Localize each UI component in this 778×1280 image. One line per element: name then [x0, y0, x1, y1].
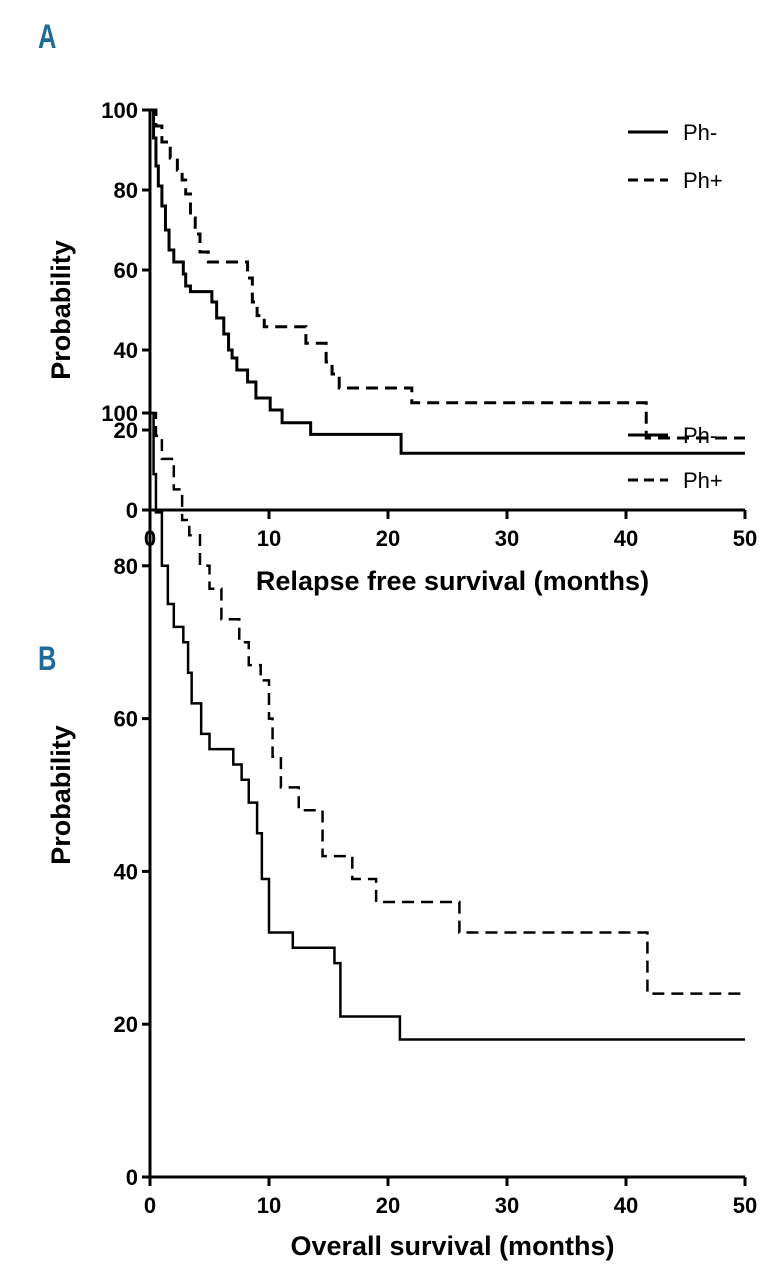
y-axis-label: Probability: [46, 725, 76, 865]
panel-label-b: B: [38, 640, 57, 678]
x-tick-label: 40: [614, 526, 638, 551]
panel-label-a: A: [38, 18, 57, 56]
legend-label: Ph+: [683, 468, 723, 493]
x-tick-label: 40: [614, 1193, 638, 1218]
x-tick-label: 10: [257, 526, 281, 551]
legend-label: Ph+: [683, 168, 723, 193]
x-tick-label: 0: [144, 1193, 156, 1218]
x-tick-label: 30: [495, 1193, 519, 1218]
y-tick-label: 80: [114, 554, 138, 579]
legend-label: Ph-: [683, 120, 717, 145]
y-axis-label: Probability: [46, 240, 76, 380]
y-tick-label: 80: [114, 178, 138, 203]
y-tick-label: 0: [126, 498, 138, 523]
y-tick-label: 0: [126, 1165, 138, 1190]
x-tick-label: 20: [376, 1193, 400, 1218]
series-ph-negative-line: [150, 411, 745, 1041]
series-ph-positive-line: [150, 108, 745, 440]
legend-label: Ph-: [683, 423, 717, 448]
y-tick-label: 20: [114, 418, 138, 443]
y-tick-label: 40: [114, 338, 138, 363]
series-ph-positive-line: [150, 411, 745, 995]
y-tick-label: 20: [114, 1012, 138, 1037]
y-tick-label: 100: [101, 401, 138, 426]
x-tick-label: 50: [733, 526, 757, 551]
y-tick-label: 100: [101, 98, 138, 123]
x-axis-label: Overall survival (months): [290, 1231, 614, 1261]
y-tick-label: 60: [114, 258, 138, 283]
x-axis-label: Relapse free survival (months): [256, 566, 649, 596]
x-tick-label: 50: [733, 1193, 757, 1218]
x-tick-label: 20: [376, 526, 400, 551]
series-ph-negative-line: [150, 108, 745, 455]
y-tick-label: 40: [114, 859, 138, 884]
y-tick-label: 60: [114, 707, 138, 732]
x-tick-label: 10: [257, 1193, 281, 1218]
x-tick-label: 30: [495, 526, 519, 551]
